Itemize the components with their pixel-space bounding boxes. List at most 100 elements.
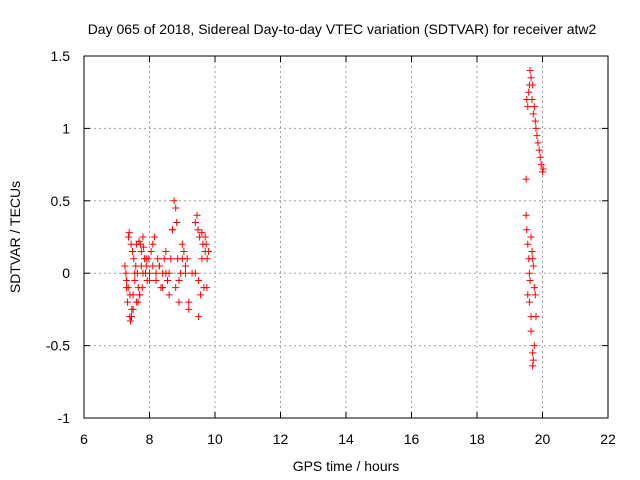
data-point bbox=[195, 313, 203, 321]
data-point bbox=[137, 262, 145, 270]
data-point bbox=[527, 313, 535, 321]
data-points bbox=[121, 66, 547, 370]
data-point bbox=[150, 233, 158, 241]
data-point bbox=[128, 247, 136, 255]
data-point bbox=[175, 298, 183, 306]
data-point bbox=[134, 298, 142, 306]
data-point bbox=[193, 211, 201, 219]
data-point bbox=[178, 240, 186, 248]
data-point bbox=[185, 298, 193, 306]
data-point bbox=[182, 269, 190, 277]
data-point bbox=[533, 132, 541, 140]
data-point bbox=[523, 226, 531, 234]
data-point bbox=[131, 276, 139, 284]
data-point bbox=[149, 240, 157, 248]
data-point bbox=[525, 269, 533, 277]
data-point bbox=[195, 276, 203, 284]
y-tick-label: 1 bbox=[62, 120, 70, 136]
data-point bbox=[526, 66, 534, 74]
data-point bbox=[137, 247, 145, 255]
data-point bbox=[172, 204, 180, 212]
data-point bbox=[159, 284, 167, 292]
data-point bbox=[127, 317, 135, 325]
data-point bbox=[147, 247, 155, 255]
data-point bbox=[127, 313, 135, 321]
data-point bbox=[122, 269, 130, 277]
axis-ticks bbox=[83, 55, 609, 419]
data-point bbox=[124, 298, 132, 306]
data-point bbox=[539, 168, 546, 176]
x-tick-label: 16 bbox=[404, 431, 420, 447]
y-tick-label: 0 bbox=[62, 265, 70, 281]
data-point bbox=[173, 219, 181, 227]
x-tick-label: 14 bbox=[338, 431, 354, 447]
data-point bbox=[140, 243, 148, 251]
data-point bbox=[138, 284, 146, 292]
data-point bbox=[529, 255, 537, 263]
data-point bbox=[126, 291, 134, 299]
data-point bbox=[180, 247, 188, 255]
data-point bbox=[528, 247, 536, 255]
y-tick-label: -0.5 bbox=[46, 338, 70, 354]
data-point bbox=[123, 276, 131, 284]
data-point bbox=[162, 247, 170, 255]
data-point bbox=[191, 269, 199, 277]
data-point bbox=[522, 211, 530, 219]
data-point bbox=[132, 240, 140, 248]
data-point bbox=[121, 262, 129, 270]
data-point bbox=[160, 255, 168, 263]
data-point bbox=[194, 226, 202, 234]
data-point bbox=[152, 276, 160, 284]
data-point bbox=[168, 226, 176, 234]
data-point bbox=[175, 276, 183, 284]
data-point bbox=[203, 284, 211, 292]
data-point bbox=[125, 233, 133, 241]
data-point bbox=[537, 161, 545, 169]
data-point bbox=[201, 247, 209, 255]
data-point bbox=[525, 88, 533, 96]
data-point bbox=[152, 269, 160, 277]
y-axis-title: SDTVAR / TECUs bbox=[7, 181, 23, 293]
x-tick-label: 6 bbox=[80, 431, 88, 447]
data-point bbox=[125, 229, 133, 237]
data-point bbox=[198, 229, 206, 237]
data-point bbox=[524, 103, 532, 111]
grid-lines bbox=[84, 56, 608, 418]
data-point bbox=[178, 255, 186, 263]
data-point bbox=[167, 255, 175, 263]
data-point bbox=[154, 255, 162, 263]
data-point bbox=[528, 95, 536, 103]
data-point bbox=[529, 362, 537, 370]
data-point bbox=[197, 291, 205, 299]
y-tick-label: -1 bbox=[58, 410, 71, 426]
data-point bbox=[529, 349, 537, 357]
x-tick-label: 8 bbox=[146, 431, 154, 447]
data-point bbox=[527, 74, 535, 82]
data-point bbox=[182, 262, 190, 270]
data-point bbox=[146, 269, 153, 277]
x-axis-title: GPS time / hours bbox=[293, 458, 400, 474]
data-point bbox=[185, 305, 193, 313]
data-point bbox=[529, 110, 537, 118]
data-point bbox=[539, 165, 547, 173]
chart-title: Day 065 of 2018, Sidereal Day-to-day VTE… bbox=[88, 21, 597, 37]
data-point bbox=[529, 81, 537, 89]
data-point bbox=[522, 175, 530, 183]
data-point bbox=[529, 356, 537, 364]
data-point bbox=[198, 255, 206, 263]
y-tick-label: 0.5 bbox=[51, 193, 71, 209]
x-tick-labels: 6 8 10 12 14 16 18 20 22 bbox=[80, 431, 616, 447]
data-point bbox=[155, 262, 163, 270]
data-point bbox=[536, 153, 544, 161]
x-tick-label: 10 bbox=[207, 431, 223, 447]
data-point bbox=[149, 262, 157, 270]
data-point bbox=[162, 269, 170, 277]
data-point bbox=[530, 103, 538, 111]
x-tick-label: 20 bbox=[535, 431, 551, 447]
data-point bbox=[526, 276, 534, 284]
data-point bbox=[131, 269, 139, 277]
data-point bbox=[531, 117, 539, 125]
data-point bbox=[201, 233, 209, 241]
data-point bbox=[165, 291, 173, 299]
